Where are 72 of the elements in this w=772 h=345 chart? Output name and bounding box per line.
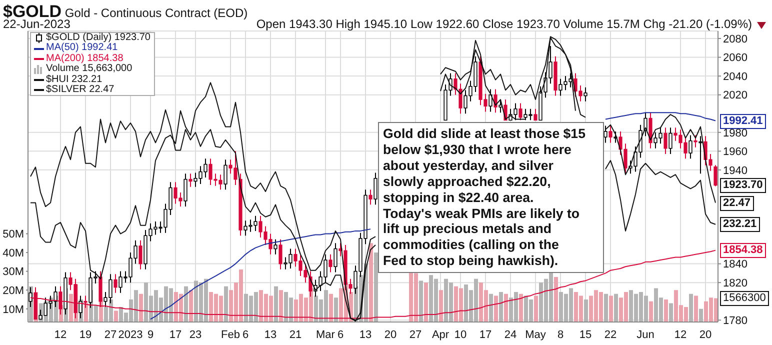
x-tick-label: 20: [699, 328, 712, 341]
text: 1992.41: [720, 114, 766, 129]
y2-tick-label: 10M: [2, 304, 24, 316]
y-tick-label: 1820: [723, 277, 748, 290]
x-tick-label: 22: [604, 328, 617, 341]
x-tick-label: 2023: [118, 328, 143, 341]
text: Gold did slide at least those $15 below $1,930 that I wrote here about yesterday, and silver slowly approached $22.20, stopping in $22.40 area. Today's weak PMIs are likely to lift up precious metals and commodities (calling on the Fed to stop being hawkish).: [383, 126, 586, 268]
legend-label: MA(200) 1854.38: [46, 52, 124, 64]
x-tick-label: 10: [454, 328, 467, 341]
y-tick-label: 1940: [723, 164, 748, 177]
x-tick-label: 15: [579, 328, 592, 341]
y-tick-label: 2040: [723, 70, 748, 83]
x-tick-label: 17: [169, 328, 182, 341]
y-tick-label: 2020: [723, 90, 748, 102]
candlestick: [334, 242, 338, 273]
annotation: Open 1943.30 High 1945.10 Low 1922.60 Close 1923.70 Volume 15.7M Chg -21.20 (-1.09%): [256, 17, 752, 31]
legend-label: Volume 15,663,000: [46, 63, 132, 74]
candlestick: [138, 240, 142, 270]
y-tick-label: 2060: [723, 52, 748, 64]
y2-tick-label: 40M: [2, 247, 24, 260]
candlestick: [328, 254, 332, 273]
candlestick: [224, 159, 228, 190]
y2-tick-label: 30M: [2, 266, 24, 278]
x-tick-label: 12: [54, 328, 67, 341]
legend-label: $HUI 232.21: [46, 74, 102, 85]
candlestick: [668, 127, 672, 154]
x-tick-label: 20: [384, 328, 397, 341]
text: 1923.70: [720, 178, 766, 194]
candlestick: [554, 56, 558, 96]
legend-label: MA(50) 1992.41: [46, 42, 118, 54]
legend-label: $GOLD (Daily) 1923.70: [46, 32, 150, 44]
x-tick-label: 6: [242, 328, 249, 341]
x-tick-label: 19: [79, 328, 92, 341]
candlestick: [714, 164, 718, 187]
y2-tick-label: 50M: [2, 228, 24, 241]
y-tick-label: 1980: [723, 127, 748, 140]
x-tick-label: 27: [104, 328, 117, 341]
candlestick: [184, 173, 188, 208]
y-tick-label: 1960: [723, 146, 748, 158]
legend-label: $SILVER 22.47: [46, 84, 114, 96]
x-tick-label: May: [525, 328, 546, 341]
candlestick: [664, 127, 668, 154]
y-tick-label: 2080: [723, 33, 748, 46]
candlestick: [114, 274, 118, 294]
x-tick-label: 12: [674, 328, 687, 341]
x-tick-label: Jun: [636, 328, 654, 341]
y-tick-label: 1780: [723, 315, 748, 328]
text: 1566300: [720, 291, 769, 306]
text: 22.47: [720, 196, 754, 211]
x-tick-label: 6: [337, 328, 344, 341]
candlestick: [368, 189, 372, 206]
x-tick-label: 21: [289, 328, 302, 341]
text: 1854.38: [720, 243, 766, 258]
x-tick-label: Apr: [432, 328, 450, 341]
candlestick: [648, 112, 652, 149]
y2-tick-label: 20M: [2, 284, 24, 297]
x-tick-label: 9: [147, 328, 154, 341]
x-tick-label: 13: [264, 328, 277, 341]
x-tick-label: 13: [359, 328, 372, 341]
x-tick-label: 17: [479, 328, 492, 341]
x-tick-label: 23: [189, 328, 202, 341]
x-tick-label: 27: [409, 328, 422, 341]
candlestick: [688, 134, 692, 160]
x-tick-label: 24: [504, 328, 517, 341]
y-tick-label: 1840: [723, 258, 748, 271]
candlestick: [188, 173, 192, 188]
x-tick-label: 8: [557, 328, 564, 341]
x-tick-label: Mar: [316, 328, 336, 341]
candlestick: [608, 125, 612, 144]
text: 232.21: [720, 217, 760, 232]
candlestick: [584, 86, 588, 102]
x-tick-label: Feb: [221, 328, 240, 341]
